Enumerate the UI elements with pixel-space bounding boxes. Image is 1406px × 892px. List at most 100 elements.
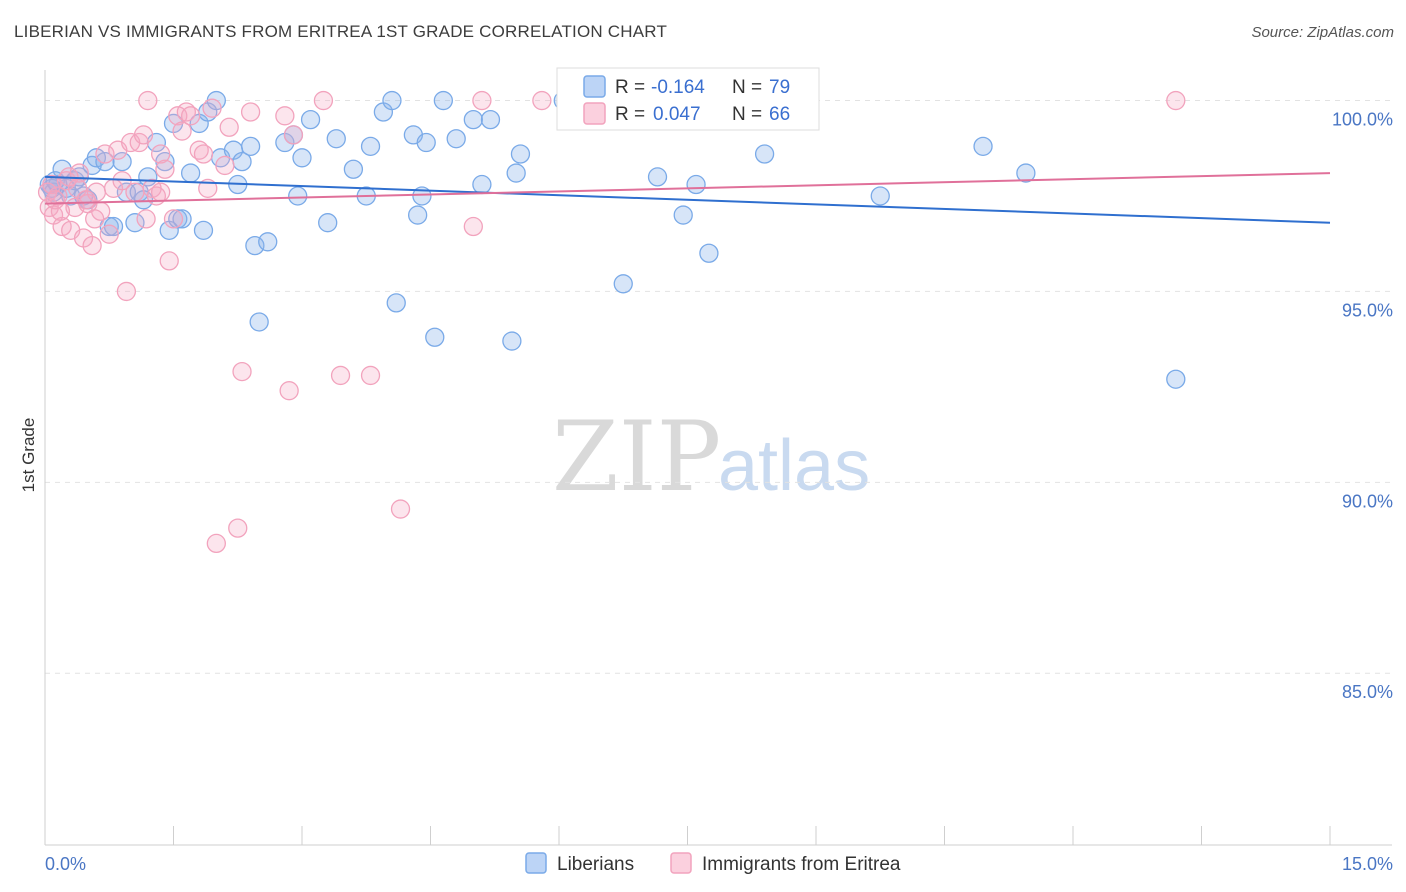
liberians-point-52 bbox=[386, 293, 406, 313]
eritrea-point-44 bbox=[275, 106, 295, 126]
liberians-point-74 bbox=[973, 136, 993, 157]
eritrea-point-51 bbox=[463, 216, 483, 237]
eritrea-point-61 bbox=[76, 190, 96, 210]
bottom-legend-eritrea: Immigrants from Eritrea bbox=[702, 854, 901, 875]
y-tick-label-90: 90.0% bbox=[1342, 491, 1393, 511]
eritrea-point-41 bbox=[228, 518, 248, 538]
liberians-point-63 bbox=[502, 331, 522, 351]
eritrea-point-46 bbox=[283, 125, 304, 145]
legend-r-label-1: R = bbox=[615, 77, 645, 98]
y-tick-label-85: 85.0% bbox=[1342, 682, 1393, 702]
liberians-point-76 bbox=[1166, 369, 1186, 389]
bottom-legend-swatch-liberians bbox=[525, 852, 547, 874]
liberians-point-56 bbox=[416, 132, 436, 153]
eritrea-point-49 bbox=[360, 365, 381, 386]
legend-n-value-1: 79 bbox=[769, 77, 790, 98]
eritrea-point-52 bbox=[472, 90, 492, 111]
eritrea-point-18 bbox=[116, 281, 137, 302]
liberians-point-45 bbox=[318, 213, 338, 233]
liberians-point-62 bbox=[480, 109, 501, 130]
x-tick-label-max: 15.0% bbox=[1342, 854, 1393, 874]
liberians-point-68 bbox=[647, 167, 668, 187]
liberians-point-42 bbox=[288, 186, 308, 206]
liberians-point-58 bbox=[433, 90, 454, 111]
liberians-point-64 bbox=[506, 163, 526, 183]
liberians-point-60 bbox=[463, 109, 483, 130]
liberians-point-71 bbox=[699, 243, 719, 263]
legend-r-value-2: 0.047 bbox=[653, 104, 701, 125]
stats-legend: R = -0.164 N = 79 R = 0.047 N = 66 bbox=[556, 67, 820, 131]
y-tick-labels: 85.0% 90.0% 95.0% 100.0% bbox=[1332, 110, 1393, 703]
legend-n-value-2: 66 bbox=[769, 104, 790, 125]
trend-lines bbox=[44, 172, 1331, 224]
liberians-point-72 bbox=[754, 144, 775, 164]
y-axis-label: 1st Grade bbox=[19, 418, 38, 493]
eritrea-point-23 bbox=[138, 90, 158, 111]
eritrea-point-56 bbox=[42, 174, 62, 195]
liberians-point-43 bbox=[292, 148, 312, 168]
liberians-point-65 bbox=[510, 144, 531, 164]
liberians-point-39 bbox=[258, 232, 278, 252]
eritrea-point-64 bbox=[150, 182, 171, 202]
eritrea-point-10 bbox=[82, 235, 102, 256]
eritrea-point-33 bbox=[180, 106, 201, 126]
eritrea-point-42 bbox=[232, 361, 252, 382]
legend-swatch-liberians bbox=[583, 75, 606, 98]
watermark-zip: ZIP bbox=[552, 401, 721, 513]
eritrea-point-50 bbox=[390, 499, 411, 519]
liberians-point-59 bbox=[446, 129, 466, 149]
liberians-trend-line bbox=[44, 175, 1331, 224]
liberians-point-67 bbox=[613, 274, 633, 294]
eritrea-point-38 bbox=[206, 533, 226, 554]
liberians-point-29 bbox=[193, 220, 214, 240]
liberians-point-54 bbox=[407, 205, 428, 225]
eritrea-point-40 bbox=[219, 117, 239, 137]
y-tick-label-95: 95.0% bbox=[1342, 300, 1393, 320]
eritrea-trend-line bbox=[44, 172, 1331, 205]
eritrea-point-47 bbox=[313, 90, 334, 111]
bottom-legend-swatch-eritrea bbox=[670, 852, 692, 874]
x-axis-ticks bbox=[44, 826, 1331, 845]
liberians-point-73 bbox=[870, 186, 890, 206]
liberians-point-36 bbox=[240, 136, 261, 157]
eritrea-point-20 bbox=[125, 182, 145, 202]
liberians-point-15 bbox=[112, 151, 132, 172]
x-tick-label-min: 0.0% bbox=[45, 854, 86, 874]
legend-n-label-2: N = bbox=[732, 104, 762, 125]
eritrea-point-53 bbox=[532, 90, 552, 111]
liberians-point-25 bbox=[168, 209, 188, 229]
liberians-point-44 bbox=[300, 109, 321, 130]
eritrea-point-31 bbox=[172, 121, 192, 141]
legend-n-label-1: N = bbox=[732, 77, 762, 98]
eritrea-point-48 bbox=[330, 365, 351, 386]
liberians-point-57 bbox=[425, 327, 445, 347]
liberians-point-46 bbox=[326, 129, 346, 149]
liberians-point-47 bbox=[343, 159, 364, 179]
gridlines bbox=[45, 100, 1392, 674]
eritrea-point-54 bbox=[1166, 90, 1186, 111]
eritrea-point-22 bbox=[133, 125, 154, 145]
eritrea-point-28 bbox=[159, 251, 179, 271]
liberians-point-51 bbox=[382, 90, 402, 111]
liberians-point-48 bbox=[360, 136, 381, 157]
eritrea-point-63 bbox=[136, 209, 156, 229]
eritrea-point-62 bbox=[85, 209, 105, 229]
eritrea-point-58 bbox=[50, 201, 71, 221]
bottom-legend: Liberians Immigrants from Eritrea bbox=[525, 852, 901, 875]
liberians-point-69 bbox=[673, 205, 693, 225]
eritrea-point-39 bbox=[215, 155, 235, 176]
liberians-point-70 bbox=[686, 174, 706, 195]
bottom-legend-liberians: Liberians bbox=[557, 854, 634, 875]
legend-r-value-1: -0.164 bbox=[651, 77, 705, 98]
liberians-point-27 bbox=[180, 163, 201, 183]
eritrea-point-27 bbox=[155, 159, 175, 179]
chart-title: LIBERIAN VS IMMIGRANTS FROM ERITREA 1ST … bbox=[14, 22, 668, 41]
eritrea-point-29 bbox=[163, 209, 184, 229]
source-credit: Source: ZipAtlas.com bbox=[1251, 24, 1394, 41]
liberians-point-61 bbox=[472, 174, 492, 195]
eritrea-point-43 bbox=[240, 102, 261, 122]
legend-r-label-2: R = bbox=[615, 104, 645, 125]
eritrea-point-35 bbox=[193, 144, 214, 164]
eritrea-point-26 bbox=[150, 144, 171, 164]
